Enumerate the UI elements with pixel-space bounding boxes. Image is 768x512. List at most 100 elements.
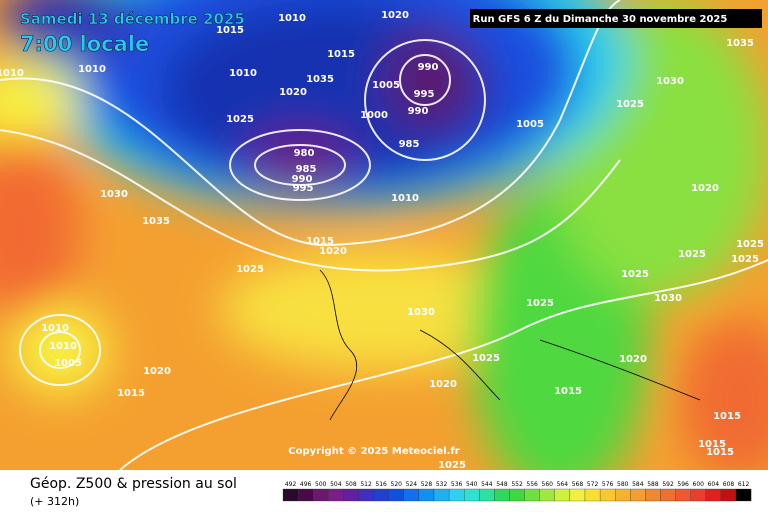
scale-label: 532: [436, 481, 448, 488]
color-scale: 492 496 500 504 508 512 516 520 524 528 532 536 540 5…: [282, 481, 752, 502]
run-label: Run GFS 6 Z du Dimanche 30 novembre 2025: [473, 14, 728, 25]
isobar-label: 1035: [306, 74, 334, 85]
scale-swatch: [539, 488, 555, 502]
isobar-label: 1015: [306, 236, 334, 247]
isobar-label: 1020: [691, 183, 719, 194]
scale-swatch: [690, 488, 706, 502]
scale-label: 504: [330, 481, 342, 488]
isobar-label: 1025: [526, 298, 554, 309]
scale-label: 588: [647, 481, 659, 488]
isobar-label: 995: [293, 183, 314, 194]
isobar-label: 1025: [621, 269, 649, 280]
scale-label: 508: [345, 481, 357, 488]
isobar-label: 1015: [706, 447, 734, 458]
footer-title: Géop. Z500 & pression au sol: [30, 476, 237, 492]
scale-swatch: [524, 488, 540, 502]
scale-label: 564: [557, 481, 569, 488]
scale-label: 600: [693, 481, 705, 488]
scale-swatch: [313, 488, 329, 502]
scale-label: 492: [285, 481, 297, 488]
isobar-labels: 1010 1020 1015 1015 1010 1010 1010 990 1035 1020 1…: [0, 10, 764, 471]
scale-label: 612: [738, 481, 750, 488]
scale-label: 560: [542, 481, 554, 488]
scale-label: 500: [315, 481, 327, 488]
scale-swatch: [418, 488, 435, 502]
isobar-label: 1020: [279, 87, 307, 98]
isobar-label: 1025: [438, 460, 466, 471]
copyright: Copyright © 2025 Meteociel.fr: [288, 446, 459, 457]
scale-swatch: [464, 488, 480, 502]
scale-swatch: [630, 488, 646, 502]
date-label: Samedi 13 décembre 2025: [20, 10, 245, 28]
isobar-label: 990: [418, 62, 439, 73]
map-background: [0, 0, 768, 500]
scale-label: 540: [466, 481, 478, 488]
isobar-label: 1005: [516, 119, 544, 130]
scale-swatch: [569, 488, 586, 502]
scale-swatch: [358, 488, 374, 502]
isobar-label: 1015: [327, 49, 355, 60]
scale-swatch: [388, 488, 404, 502]
isobar-label: 1010: [391, 193, 419, 204]
time-label: 7:00 locale: [20, 32, 149, 56]
scale-label: 604: [708, 481, 720, 488]
scale-label: 544: [481, 481, 493, 488]
isobar-label: 1010: [49, 341, 77, 352]
scale-label: 536: [451, 481, 463, 488]
scale-label: 556: [526, 481, 538, 488]
isobar-label: 1000: [360, 110, 388, 121]
isobar-label: 1025: [736, 239, 764, 250]
isobar-label: 990: [292, 174, 313, 185]
isobar-label: 1020: [143, 366, 171, 377]
isobar-label: 1015: [216, 25, 244, 36]
scale-label: 568: [572, 481, 584, 488]
scale-swatch: [373, 488, 389, 502]
isobar-label: 1015: [554, 386, 582, 397]
scale-swatch: [705, 488, 722, 502]
isobar-label: 1025: [236, 264, 264, 275]
scale-label: 552: [511, 481, 523, 488]
scale-label: 596: [677, 481, 689, 488]
isobar-label: 1020: [429, 379, 457, 390]
isobar-label: 1025: [472, 353, 500, 364]
isobar-label: 1035: [726, 38, 754, 49]
scale-label: 528: [421, 481, 433, 488]
isobar-label: 1005: [372, 80, 400, 91]
isobar-label: 1015: [713, 411, 741, 422]
isobar-label: 1030: [656, 76, 684, 87]
isobar-label: 1035: [142, 216, 170, 227]
scale-swatch: [645, 488, 661, 502]
scale-swatch: [282, 488, 299, 502]
scale-swatch: [297, 488, 314, 502]
isobar-label: 1020: [619, 354, 647, 365]
isobar-label: 980: [294, 148, 315, 159]
scale-swatch: [720, 488, 737, 502]
scale-swatch: [554, 488, 571, 502]
scale-swatch: [494, 488, 510, 502]
isobar-label: 1010: [0, 68, 24, 79]
isobar-label: 1025: [226, 114, 254, 125]
scale-swatch: [448, 488, 465, 502]
scale-label: 580: [617, 481, 629, 488]
isobar-label: 1005: [54, 358, 82, 369]
scale-label: 524: [406, 481, 418, 488]
isobar-label: 1025: [731, 254, 759, 265]
isobar-label: 995: [414, 89, 435, 100]
scale-label: 584: [632, 481, 644, 488]
scale-swatch: [615, 488, 631, 502]
scale-label: 520: [391, 481, 403, 488]
scale-swatch: [675, 488, 691, 502]
isobar-label: 1010: [41, 323, 69, 334]
isobar-label: 1010: [278, 13, 306, 24]
isobar-label: 985: [399, 139, 420, 150]
scale-label: 548: [496, 481, 508, 488]
run-box: [470, 9, 762, 28]
scale-swatch: [433, 488, 450, 502]
isobar-label: 1030: [100, 189, 128, 200]
isobar-label: 1030: [407, 307, 435, 318]
scale-swatch: [735, 488, 752, 502]
scale-swatch: [479, 488, 495, 502]
scale-swatch: [599, 488, 616, 502]
isobar-label: 1025: [678, 249, 706, 260]
scale-label: 608: [723, 481, 735, 488]
